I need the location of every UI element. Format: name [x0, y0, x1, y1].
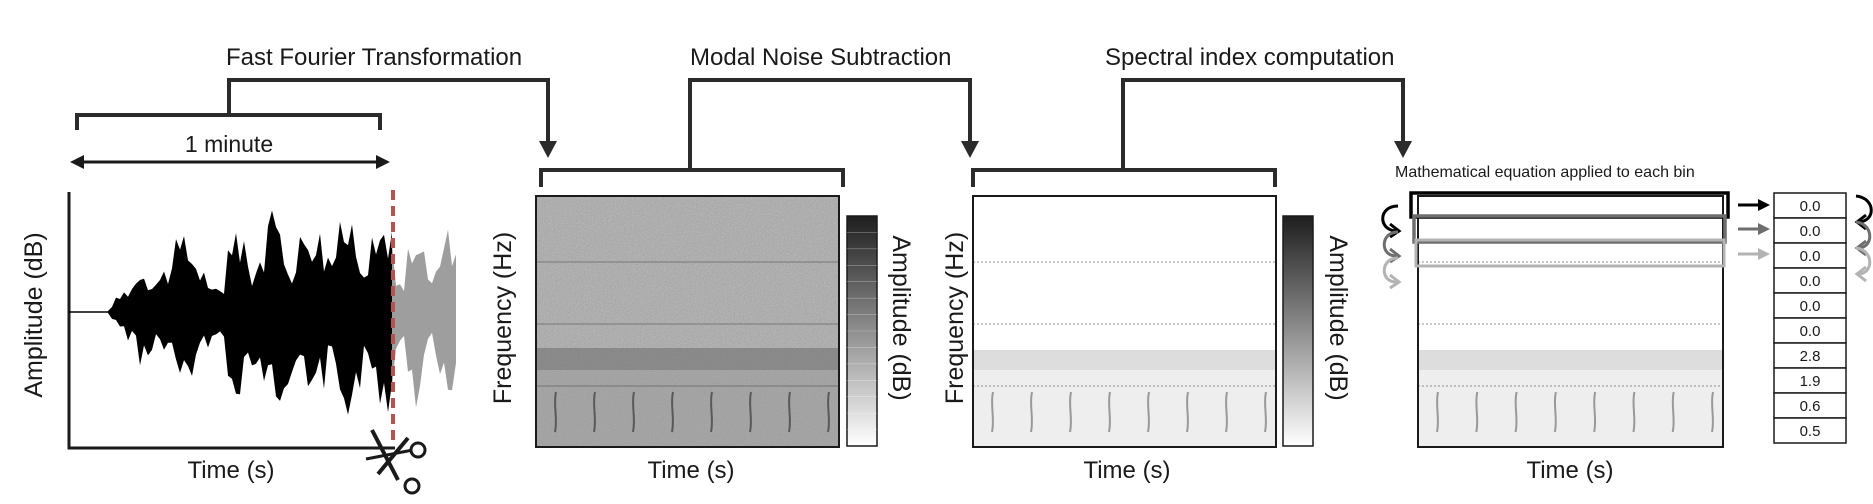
step-label-noise-subtraction: Modal Noise Subtraction [690, 44, 951, 71]
right-loop-arrow-icon-3 [1854, 246, 1872, 283]
call-stroke [593, 391, 596, 433]
bin-value-cell [1773, 392, 1847, 419]
bin-value-cell [1773, 267, 1847, 294]
call-stroke [1225, 391, 1228, 433]
index-spectrogram [1417, 195, 1724, 448]
index-spectrogram-xlabel: Time (s) [1526, 457, 1613, 484]
bin-highlight-2 [1412, 214, 1727, 244]
denoised-spectrogram-ylabel: Frequency (Hz) [941, 232, 969, 404]
scissors-icon [365, 429, 427, 495]
call-stroke [1147, 391, 1150, 433]
bin-highlight-3 [1414, 238, 1726, 268]
call-stroke [1553, 391, 1557, 433]
bin-value-cell [1773, 317, 1847, 344]
call-stroke [991, 391, 994, 433]
denoised-spectrogram-xlabel: Time (s) [1083, 457, 1170, 484]
call-stroke [1632, 391, 1636, 433]
denoised-colorbar-label: Amplitude (dB) [1324, 235, 1352, 400]
bin-value-cell [1773, 192, 1847, 219]
call-stroke [1671, 391, 1675, 433]
waveform-kept-segment [108, 210, 392, 415]
waveform-discarded-segment [392, 229, 456, 408]
arrow-head-fft [539, 141, 557, 158]
waveform-xlabel: Time (s) [187, 457, 274, 484]
raw-spectrogram [535, 195, 840, 448]
call-stroke [1108, 391, 1111, 433]
bin-value-cell [1773, 217, 1847, 244]
raw-spectrogram-xlabel: Time (s) [647, 457, 734, 484]
arrow-head-noise [961, 141, 979, 158]
raw-colorbar-label: Amplitude (dB) [887, 235, 915, 400]
connector-noise [539, 78, 972, 187]
waveform [69, 210, 456, 415]
call-stroke [554, 391, 557, 433]
bin-value: 0.0 [1800, 248, 1821, 265]
call-stroke [1475, 391, 1479, 433]
bin-value-cell [1773, 417, 1847, 444]
call-stroke [1711, 391, 1714, 433]
call-stroke [710, 391, 713, 433]
bin-value-cell [1773, 367, 1847, 394]
call-stroke [1069, 391, 1072, 433]
bin-value: 1.9 [1800, 373, 1821, 390]
bin-output-arrow-3 [1738, 248, 1770, 260]
call-stroke [749, 391, 752, 433]
equation-label: Mathematical equation applied to each bi… [1395, 164, 1695, 181]
bin-value: 0.0 [1800, 298, 1821, 315]
bin-value: 2.8 [1800, 348, 1821, 365]
step-label-fft: Fast Fourier Transformation [226, 44, 522, 71]
connector-index [971, 78, 1405, 187]
call-stroke [1264, 391, 1267, 433]
call-stroke [632, 391, 635, 433]
waveform-axes [67, 192, 395, 450]
denoised-spectrogram [972, 195, 1277, 448]
bin-value: 0.5 [1800, 423, 1821, 440]
loop-arrow-icon-1 [1381, 204, 1402, 239]
bin-value-table: 0.0 0.0 0.0 0.0 0.0 0.0 2.8 1.9 0.6 0.5 [1773, 192, 1847, 444]
waveform-ylabel: Amplitude (dB) [20, 232, 48, 397]
raw-spectrogram-ylabel: Frequency (Hz) [489, 232, 517, 404]
call-stroke [1186, 391, 1189, 433]
bin-value-cell [1773, 242, 1847, 269]
connector-fft [75, 78, 550, 146]
bin-output-arrow-1 [1738, 199, 1770, 211]
bin-value-cell [1773, 292, 1847, 319]
arrow-head-index [1394, 141, 1412, 158]
step-label-spectral-index: Spectral index computation [1105, 44, 1395, 71]
bin-value: 0.0 [1800, 198, 1821, 215]
bin-value: 0.0 [1800, 323, 1821, 340]
call-stroke [1514, 391, 1518, 433]
call-stroke [671, 391, 674, 433]
bin-value: 0.0 [1800, 223, 1821, 240]
raw-colorbar [846, 215, 878, 447]
call-stroke [827, 391, 830, 433]
bin-value: 0.6 [1800, 398, 1821, 415]
duration-label: 1 minute [185, 131, 273, 157]
call-stroke [1030, 391, 1033, 433]
call-stroke [788, 391, 791, 433]
loop-arrow-icon-3 [1382, 256, 1402, 290]
bin-output-arrow-2 [1738, 223, 1770, 235]
denoised-colorbar [1282, 215, 1314, 447]
call-stroke [1436, 391, 1439, 433]
call-stroke [1593, 391, 1597, 433]
bin-value: 0.0 [1800, 273, 1821, 290]
duration-arrow [70, 155, 390, 169]
